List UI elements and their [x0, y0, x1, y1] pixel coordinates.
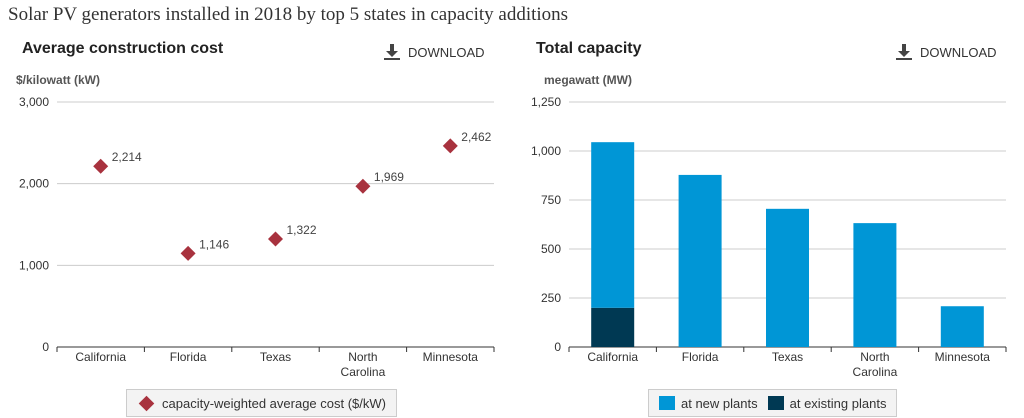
- construction-cost-title: Average construction cost: [22, 40, 224, 57]
- x-tick-label: Carolina: [341, 365, 386, 379]
- y-axis-unit-label: $/kilowatt (kW): [16, 73, 100, 87]
- legend-label-new-plants: at new plants: [681, 395, 758, 411]
- x-tick-label: Minnesota: [423, 350, 479, 364]
- legend-item-new-plants: at new plants: [659, 396, 758, 411]
- bar-segment: [591, 142, 635, 308]
- legend-swatch-new-plants: [659, 396, 675, 410]
- y-tick-label: 1,000: [531, 144, 561, 158]
- total-capacity-panel: Total capacity DOWNLOAD megawatt (MW) 0 2…: [512, 36, 1020, 418]
- data-point-marker: [442, 138, 458, 154]
- bar-segment: [940, 306, 984, 347]
- data-point-marker: [268, 231, 283, 247]
- legend-label: capacity-weighted average cost ($/kW): [162, 395, 386, 411]
- construction-cost-download-button[interactable]: DOWNLOAD: [384, 44, 485, 60]
- download-icon: [896, 44, 912, 60]
- x-tick-label: Carolina: [853, 365, 898, 379]
- data-label: 2,214: [112, 150, 142, 164]
- y-tick-label: 500: [541, 242, 561, 256]
- bar-segment: [853, 223, 897, 347]
- x-tick-label: Minnesota: [935, 350, 991, 364]
- data-label: 1,969: [374, 170, 404, 184]
- data-point-marker: [180, 245, 196, 261]
- y-tick-label: 3,000: [19, 95, 49, 109]
- y-tick-label: 750: [541, 193, 561, 207]
- legend-item-existing-plants: at existing plants: [767, 395, 887, 411]
- legend-item-average-cost: capacity-weighted average cost ($/kW): [137, 395, 386, 411]
- legend-label-existing-plants: at existing plants: [789, 395, 887, 411]
- y-tick-label: 2,000: [19, 177, 49, 191]
- download-icon: [384, 44, 400, 60]
- legend-swatch-existing-plants: [767, 396, 784, 410]
- y-tick-label: 1,000: [19, 258, 49, 272]
- y-axis-unit-label: megawatt (MW): [544, 73, 632, 87]
- total-capacity-legend: at new plants at existing plants: [648, 389, 898, 417]
- page-title: Solar PV generators installed in 2018 by…: [8, 4, 569, 25]
- x-tick-label: Florida: [682, 350, 719, 364]
- y-tick-label: 0: [554, 340, 561, 354]
- data-label: 2,462: [461, 130, 491, 144]
- data-point-marker: [93, 158, 109, 174]
- data-point-marker: [355, 178, 371, 194]
- legend-diamond-marker: [138, 395, 155, 411]
- y-tick-label: 250: [541, 291, 561, 305]
- bar-segment: [766, 208, 809, 347]
- data-label: 1,146: [199, 237, 229, 251]
- y-tick-label: 1,250: [531, 95, 561, 109]
- x-tick-label: Florida: [170, 350, 207, 364]
- total-capacity-title: Total capacity: [536, 40, 642, 57]
- total-capacity-download-button[interactable]: DOWNLOAD: [896, 44, 997, 60]
- construction-cost-legend: capacity-weighted average cost ($/kW): [126, 389, 397, 417]
- construction-cost-panel: Average construction cost DOWNLOAD $/kil…: [0, 36, 508, 418]
- x-tick-label: North: [348, 350, 377, 364]
- x-tick-label: California: [75, 350, 126, 364]
- x-tick-label: California: [587, 350, 638, 364]
- construction-cost-chart: $/kilowatt (kW) 0 1,000 2,000 3,000 Californ…: [16, 73, 495, 379]
- download-label: DOWNLOAD: [920, 44, 997, 60]
- x-tick-label: Texas: [260, 350, 291, 364]
- bar-segment: [591, 307, 635, 347]
- total-capacity-chart: megawatt (MW) 0 250 500 750 1,000 1,250 Califo…: [531, 73, 1007, 379]
- x-tick-label: North: [860, 350, 889, 364]
- x-tick-label: Texas: [772, 350, 803, 364]
- bar-segment: [678, 174, 722, 347]
- download-label: DOWNLOAD: [408, 44, 485, 60]
- data-label: 1,322: [287, 223, 317, 237]
- y-tick-label: 0: [42, 340, 49, 354]
